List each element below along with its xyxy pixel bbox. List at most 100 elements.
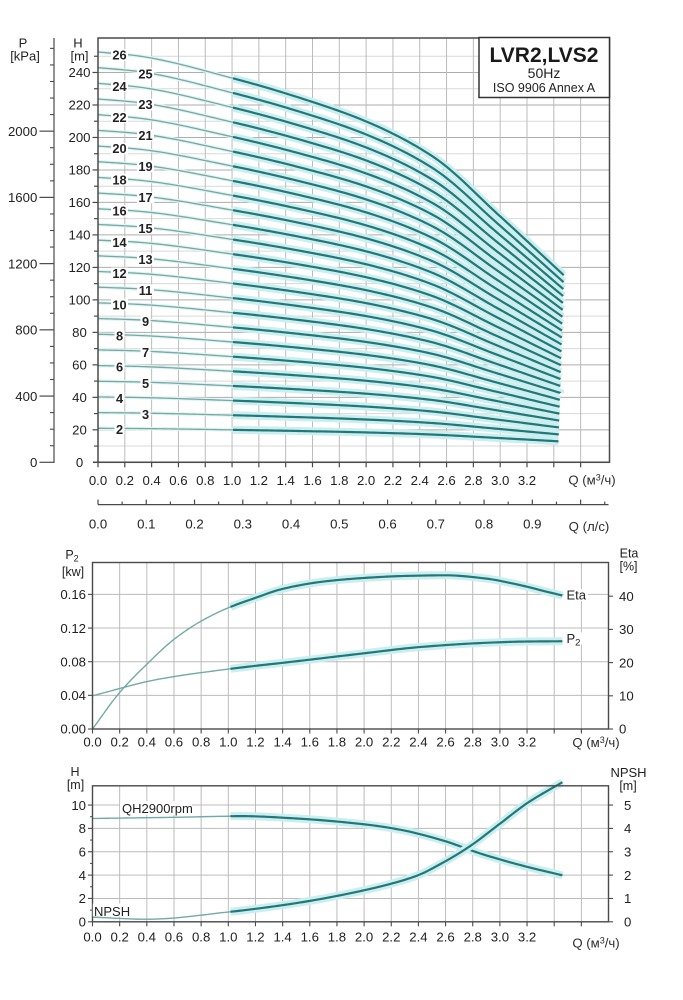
svg-text:20: 20 [619, 655, 634, 670]
svg-text:18: 18 [112, 172, 126, 187]
svg-text:11: 11 [139, 283, 153, 298]
svg-text:3.2: 3.2 [518, 930, 536, 945]
svg-text:Q (л/с): Q (л/с) [569, 519, 610, 534]
svg-text:H: H [73, 36, 82, 51]
svg-text:140: 140 [68, 228, 90, 243]
svg-text:1.8: 1.8 [330, 473, 348, 488]
svg-text:24: 24 [112, 79, 127, 94]
svg-text:220: 220 [68, 98, 90, 113]
svg-text:0.2: 0.2 [110, 930, 128, 945]
svg-text:2.2: 2.2 [384, 473, 402, 488]
svg-text:400: 400 [15, 389, 37, 404]
svg-text:1.2: 1.2 [246, 930, 264, 945]
svg-text:2: 2 [116, 422, 123, 437]
svg-text:200: 200 [68, 130, 90, 145]
svg-text:4: 4 [79, 868, 86, 883]
svg-text:NPSH: NPSH [610, 765, 646, 780]
svg-text:0.6: 0.6 [165, 735, 183, 750]
svg-text:0.00: 0.00 [60, 722, 86, 737]
svg-text:0.8: 0.8 [192, 735, 210, 750]
svg-text:2000: 2000 [8, 124, 37, 139]
svg-text:0: 0 [76, 455, 83, 470]
svg-text:1: 1 [624, 891, 631, 906]
svg-text:0.3: 0.3 [234, 517, 252, 532]
svg-text:40: 40 [619, 589, 634, 604]
svg-text:[m]: [m] [70, 49, 88, 64]
svg-text:2.2: 2.2 [382, 930, 400, 945]
svg-text:[kPa]: [kPa] [10, 49, 40, 64]
svg-text:2: 2 [624, 868, 631, 883]
svg-text:1.8: 1.8 [328, 930, 346, 945]
svg-text:2.8: 2.8 [464, 930, 482, 945]
svg-text:1.2: 1.2 [250, 473, 268, 488]
svg-text:100: 100 [68, 293, 90, 308]
svg-text:4: 4 [116, 391, 124, 406]
svg-text:2.2: 2.2 [382, 735, 400, 750]
svg-text:[kw]: [kw] [62, 565, 84, 579]
svg-text:1.6: 1.6 [303, 473, 321, 488]
svg-text:0.6: 0.6 [169, 473, 187, 488]
svg-text:14: 14 [112, 235, 127, 250]
svg-text:0.6: 0.6 [165, 930, 183, 945]
svg-text:0.2: 0.2 [116, 473, 134, 488]
svg-text:30: 30 [619, 622, 634, 637]
svg-text:2.8: 2.8 [464, 473, 482, 488]
svg-text:240: 240 [68, 65, 90, 80]
svg-text:22: 22 [112, 110, 126, 125]
svg-text:1.6: 1.6 [301, 735, 319, 750]
svg-text:2.6: 2.6 [437, 473, 455, 488]
svg-text:0.0: 0.0 [89, 473, 107, 488]
svg-text:0: 0 [30, 455, 37, 470]
svg-text:0.0: 0.0 [89, 517, 107, 532]
svg-text:2.0: 2.0 [357, 473, 375, 488]
svg-text:50Hz: 50Hz [528, 65, 561, 81]
svg-text:3.2: 3.2 [518, 735, 536, 750]
svg-text:1600: 1600 [8, 190, 37, 205]
svg-text:1.0: 1.0 [223, 473, 241, 488]
svg-text:10: 10 [619, 689, 634, 704]
svg-text:[m]: [m] [619, 779, 636, 793]
svg-text:60: 60 [72, 358, 87, 373]
svg-text:6: 6 [79, 845, 86, 860]
svg-text:0.2: 0.2 [185, 517, 203, 532]
svg-text:0.2: 0.2 [110, 735, 128, 750]
svg-text:2.0: 2.0 [355, 930, 373, 945]
svg-text:0.16: 0.16 [60, 587, 86, 602]
svg-text:0: 0 [79, 915, 86, 930]
svg-text:13: 13 [138, 252, 152, 267]
svg-text:0.6: 0.6 [378, 517, 396, 532]
svg-text:20: 20 [72, 423, 87, 438]
svg-text:10: 10 [71, 798, 86, 813]
svg-text:8: 8 [79, 821, 86, 836]
svg-text:180: 180 [68, 163, 90, 178]
svg-text:0: 0 [619, 722, 626, 737]
svg-text:7: 7 [142, 345, 149, 360]
svg-text:Eta: Eta [620, 547, 639, 561]
svg-text:5: 5 [624, 798, 631, 813]
svg-text:23: 23 [138, 97, 152, 112]
svg-text:10: 10 [112, 297, 126, 312]
svg-text:21: 21 [138, 128, 152, 143]
svg-text:3.2: 3.2 [518, 473, 536, 488]
svg-text:NPSH: NPSH [94, 904, 130, 919]
svg-text:26: 26 [112, 48, 126, 63]
svg-text:160: 160 [68, 195, 90, 210]
svg-text:Eta: Eta [567, 588, 587, 603]
svg-text:0.7: 0.7 [427, 517, 445, 532]
svg-text:2.4: 2.4 [411, 473, 429, 488]
svg-text:P: P [19, 36, 28, 51]
svg-text:QH2900rpm: QH2900rpm [122, 801, 193, 816]
svg-text:0: 0 [624, 915, 631, 930]
svg-text:15: 15 [138, 221, 152, 236]
svg-text:9: 9 [142, 314, 149, 329]
svg-text:120: 120 [68, 260, 90, 275]
svg-text:Q (м3/ч): Q (м3/ч) [568, 473, 615, 488]
svg-text:16: 16 [112, 204, 126, 219]
svg-text:2.6: 2.6 [436, 930, 454, 945]
svg-text:0.8: 0.8 [196, 473, 214, 488]
svg-text:1.0: 1.0 [219, 735, 237, 750]
svg-text:0.4: 0.4 [138, 735, 156, 750]
svg-text:LVR2,LVS2: LVR2,LVS2 [490, 44, 599, 67]
svg-text:0.5: 0.5 [330, 517, 348, 532]
svg-text:3.0: 3.0 [491, 930, 509, 945]
